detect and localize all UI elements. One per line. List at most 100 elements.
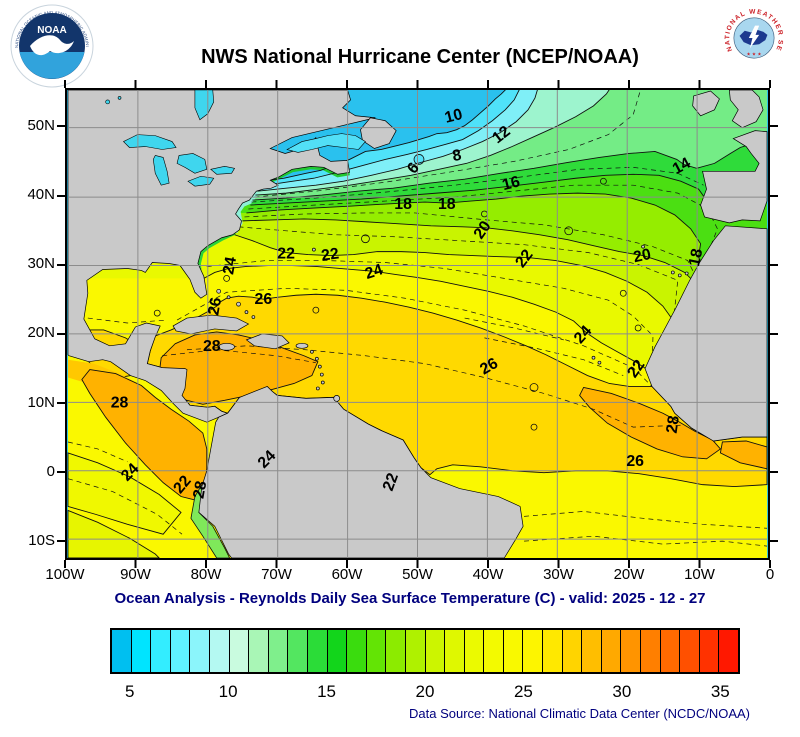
x-axis-label: 10W <box>684 566 715 583</box>
map-caption: Ocean Analysis - Reynolds Daily Sea Surf… <box>114 590 706 607</box>
colorbar-cell <box>288 630 308 672</box>
cuba <box>172 314 250 335</box>
contour-label: 28 <box>203 338 221 355</box>
colorbar-cell <box>641 630 661 672</box>
data-source-note: Data Source: National Climatic Data Cent… <box>409 706 750 721</box>
y-axis-label: 40N <box>27 186 55 204</box>
y-axis-label: 10N <box>27 393 55 411</box>
contour-label: 10 <box>443 106 464 127</box>
contour-label: 26 <box>205 296 225 317</box>
colorbar-cell <box>366 630 387 672</box>
colorbar-cell <box>229 630 250 672</box>
colorbar-cell <box>405 630 426 672</box>
contour-label: 18 <box>394 196 412 213</box>
colorbar-ticks: 5 10 15 20 25 30 35 <box>110 682 740 704</box>
noaa-logo: NATIONAL OCEANIC AND ATMOSPHERIC ADMINIS… <box>10 4 94 88</box>
contour-label: 28 <box>111 394 129 411</box>
y-axis-label: 30N <box>27 255 55 273</box>
colorbar-cell <box>347 630 367 672</box>
colorbar-cell <box>543 630 563 672</box>
x-axis-label: 20W <box>613 566 645 583</box>
colorbar-cell <box>699 630 720 672</box>
y-axis-label: 0 <box>46 462 55 480</box>
contour-label: 26 <box>477 355 501 379</box>
land-layer <box>67 90 768 558</box>
north-america <box>67 90 376 423</box>
x-axis-label: 60W <box>331 566 363 583</box>
colorbar-cell <box>523 630 544 672</box>
y-axis-labels: 50N 40N 30N 20N 10N 0 10S <box>6 118 55 549</box>
colorbar-cell <box>680 630 700 672</box>
colorbar-cell <box>386 630 406 672</box>
nws-logo: NATIONAL WEATHER SERVICE ★ ★ ★ <box>722 6 786 70</box>
contour-label: 20 <box>632 246 653 266</box>
colorbar-cell <box>621 630 642 672</box>
contour-label: 16 <box>500 173 521 194</box>
x-axis-label: 30W <box>543 566 574 583</box>
colorbar-cell <box>268 630 289 672</box>
jamaica <box>218 342 235 351</box>
contour-label: 18 <box>686 247 706 268</box>
colorbar-cell <box>131 630 152 672</box>
x-axis-label: 50W <box>402 566 433 583</box>
lakes-layer <box>105 90 366 187</box>
great-britain <box>728 90 764 129</box>
contour-label: 28 <box>190 479 210 500</box>
lake-huron <box>176 153 208 174</box>
colorbar-tick-label: 5 <box>124 682 135 701</box>
contour-label: 24 <box>363 261 385 283</box>
colorbar <box>110 628 740 674</box>
colorbar-cell <box>209 630 230 672</box>
puerto-rico <box>295 342 309 349</box>
colorbar-cell <box>719 630 738 672</box>
x-axis-label: 90W <box>120 566 151 583</box>
y-axis-label: 20N <box>27 324 55 342</box>
colorbar-cell <box>425 630 446 672</box>
x-axis-labels: 100W 90W 80W 70W 60W 50W 40W 30W 20W 10W 0 <box>33 566 800 583</box>
noaa-emblem-sea <box>19 52 85 79</box>
noaa-acronym: NOAA <box>37 25 66 36</box>
colorbar-cell <box>660 630 681 672</box>
colorbar-cell <box>601 630 622 672</box>
colorbar-cell <box>582 630 602 672</box>
colorbar-tick-label: 30 <box>612 682 632 701</box>
map-frame: 10 12 8 6 16 14 18 18 18 20 20 22 22 22 24 24 24 26 26 28 28… <box>65 88 770 560</box>
gulf-of-st-lawrence <box>286 133 366 153</box>
y-axis-label: 10S <box>28 531 55 549</box>
colorbar-cell <box>151 630 171 672</box>
y-axis-label: 50N <box>27 117 55 134</box>
page-title: NWS National Hurricane Center (NCEP/NOAA… <box>201 46 639 68</box>
contour-label: 26 <box>254 291 272 308</box>
colorbar-tick-label: 15 <box>317 682 337 701</box>
contour-label: 18 <box>438 196 456 213</box>
europe <box>700 130 768 224</box>
nws-lightning-icon <box>748 25 760 49</box>
colorbar-tick-label: 25 <box>513 682 533 701</box>
colorbar-tick-label: 10 <box>218 682 238 701</box>
colorbar-cell <box>484 630 504 672</box>
colorbar-cell <box>190 630 210 672</box>
lake-ontario <box>210 166 236 175</box>
colorbar-cell <box>112 630 132 672</box>
x-axis-label: 80W <box>190 566 222 583</box>
colorbar-cell <box>503 630 524 672</box>
colorbar-tick-label: 35 <box>710 682 730 701</box>
nws-stars: ★ ★ ★ <box>746 52 761 57</box>
x-axis-label: 100W <box>45 566 85 583</box>
lake-michigan <box>152 155 170 186</box>
colorbar-cell <box>170 630 191 672</box>
trinidad <box>333 395 341 402</box>
x-axis-label: 70W <box>261 566 292 583</box>
lake-superior <box>123 134 177 150</box>
contour-layer <box>67 90 768 547</box>
contour-label: 22 <box>277 246 295 263</box>
x-axis-label: 0 <box>765 566 775 583</box>
colorbar-cell <box>307 630 328 672</box>
contour-label: 22 <box>380 471 402 494</box>
noaa-seagull-icon <box>30 35 74 56</box>
right-ticks <box>770 125 778 542</box>
colorbar-tick-label: 20 <box>415 682 435 701</box>
x-axis-label: 40W <box>472 566 504 583</box>
bermuda <box>312 247 316 252</box>
